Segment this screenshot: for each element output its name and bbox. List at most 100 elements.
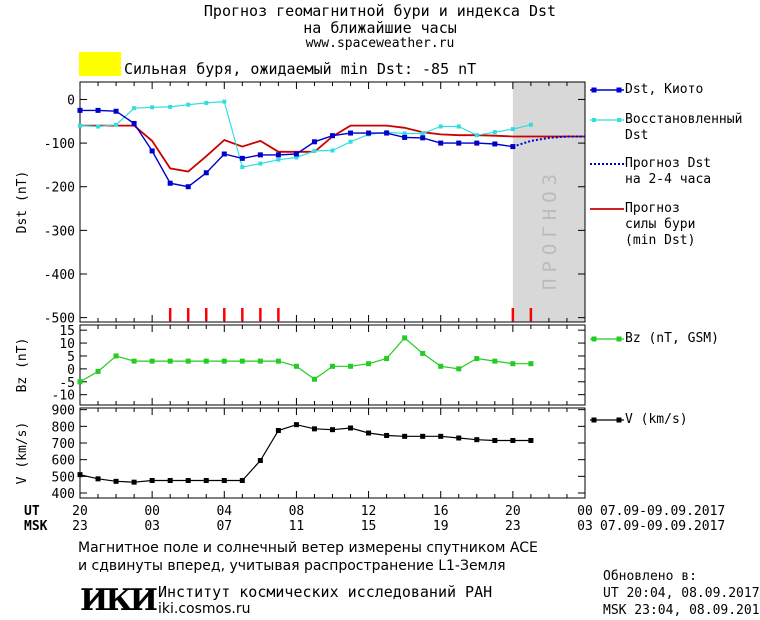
dst-kyoto-point (330, 133, 335, 139)
v-point (95, 476, 101, 482)
bz-ytick-label: 0 (67, 363, 75, 378)
bz-point (275, 358, 281, 364)
footer-note-line-2: и сдвинуты вперед, учитывая распростране… (78, 558, 506, 574)
bz-point (420, 350, 426, 356)
bz-point (113, 353, 119, 359)
dst-restored-point (330, 148, 335, 153)
dst-ytick-label: -500 (44, 312, 75, 327)
dst-ylabel: Dst (nT) (15, 171, 30, 234)
dst-restored-point (438, 124, 443, 129)
msk-tick-label: 19 (433, 519, 449, 534)
footer-note-line-1: Магнитное поле и солнечный ветер измерен… (78, 540, 538, 556)
legend-v-marker (616, 417, 622, 423)
bz-point (510, 361, 516, 367)
bz-ytick-label: 15 (59, 324, 75, 339)
v-point (528, 438, 534, 443)
ut-tick-label: 12 (361, 504, 377, 519)
dst-kyoto-point (510, 144, 516, 150)
dst-kyoto-point (402, 134, 408, 140)
ut-tick-label: 00 (577, 504, 593, 519)
msk-tick-label: 03 (144, 519, 160, 534)
v-point (275, 428, 281, 433)
msk-axis-label: MSK (24, 519, 48, 534)
bz-point (384, 356, 390, 362)
bz-point (185, 358, 191, 364)
ut-tick-label: 04 (216, 504, 232, 519)
v-point (203, 478, 209, 483)
v-ytick-label: 700 (52, 437, 75, 452)
dst-kyoto-point (131, 120, 137, 126)
legend-dst-restored-label-1: Восстановленный (625, 112, 743, 127)
bz-point (239, 358, 245, 364)
bz-point (257, 358, 263, 364)
bz-point (149, 358, 155, 364)
v-point (113, 478, 119, 484)
bz-ytick-label: 10 (59, 337, 75, 352)
dst-kyoto-point (384, 130, 390, 136)
updated-ut: UT 20:04, 08.09.2017 (603, 586, 760, 601)
bz-ytick-label: -10 (52, 389, 75, 404)
institute-name: Институт космических исследований РАН (158, 583, 493, 601)
dst-kyoto-point (95, 107, 101, 113)
v-line (79, 424, 531, 483)
bz-point (330, 363, 335, 369)
dst-restored-point (510, 127, 515, 132)
v-point (77, 472, 83, 478)
dst-panel-frame (79, 81, 586, 323)
dst-kyoto-point (420, 135, 426, 141)
bz-point (438, 363, 444, 369)
v-point (384, 433, 390, 438)
institute-url[interactable]: iki.cosmos.ru (158, 601, 251, 617)
dst-kyoto-point (239, 155, 245, 161)
bz-point (348, 363, 354, 369)
legend-dst-restored-marker (617, 118, 621, 122)
msk-tick-label: 23 (72, 519, 88, 534)
legend-dst-kyoto-marker (616, 87, 622, 93)
legend-v-label: V (km/s) (625, 412, 688, 427)
v-point (167, 478, 173, 483)
v-point (456, 435, 462, 441)
forecast-band (512, 82, 585, 322)
dst-restored-point (348, 139, 353, 144)
v-point (492, 438, 498, 443)
dst-restored-point (474, 133, 479, 138)
bz-point (203, 358, 209, 364)
dst-kyoto-point (221, 151, 227, 157)
dst-restored-point (312, 148, 317, 153)
msk-tick-label: 07 (216, 519, 232, 534)
dst-restored-point (528, 122, 533, 127)
v-point (131, 479, 137, 485)
legend-bz-marker (616, 336, 622, 342)
bz-point (311, 376, 317, 382)
v-ytick-label: 600 (52, 454, 75, 469)
bz-ytick-label: -5 (59, 376, 75, 391)
v-point (474, 437, 480, 443)
legend-storm-forecast-label-3: (min Dst) (625, 233, 696, 248)
dst-kyoto-point (456, 140, 462, 146)
v-point (348, 425, 354, 431)
header-title: Прогноз геомагнитной бури и индекса Dst (203, 2, 557, 20)
bz-point (95, 368, 101, 374)
msk-tick-label: 23 (505, 519, 521, 534)
dst-kyoto-point (275, 152, 281, 158)
bz-point (131, 358, 137, 364)
dst-restored-point (276, 157, 281, 162)
ut-tick-label: 08 (289, 504, 305, 519)
v-point (420, 433, 426, 439)
legend-bz-marker (591, 336, 597, 342)
bz-ytick-label: 5 (67, 350, 75, 365)
header-url: www.spaceweather.ru (305, 36, 455, 51)
dst-kyoto-point (257, 152, 263, 158)
v-point (366, 430, 372, 436)
dst-ytick-label: 0 (67, 93, 75, 108)
dst-restored-point (96, 124, 101, 129)
v-ytick-label: 400 (52, 487, 75, 502)
legend-dst-restored-marker (592, 118, 596, 122)
dst-restored-point (420, 131, 425, 136)
v-point (185, 478, 191, 483)
ut-tick-label: 20 (505, 504, 521, 519)
bz-point (402, 335, 408, 341)
dst-kyoto-point (77, 107, 83, 113)
bz-point (528, 361, 534, 367)
legend-dst-forecast-label-1: Прогноз Dst (625, 156, 712, 171)
